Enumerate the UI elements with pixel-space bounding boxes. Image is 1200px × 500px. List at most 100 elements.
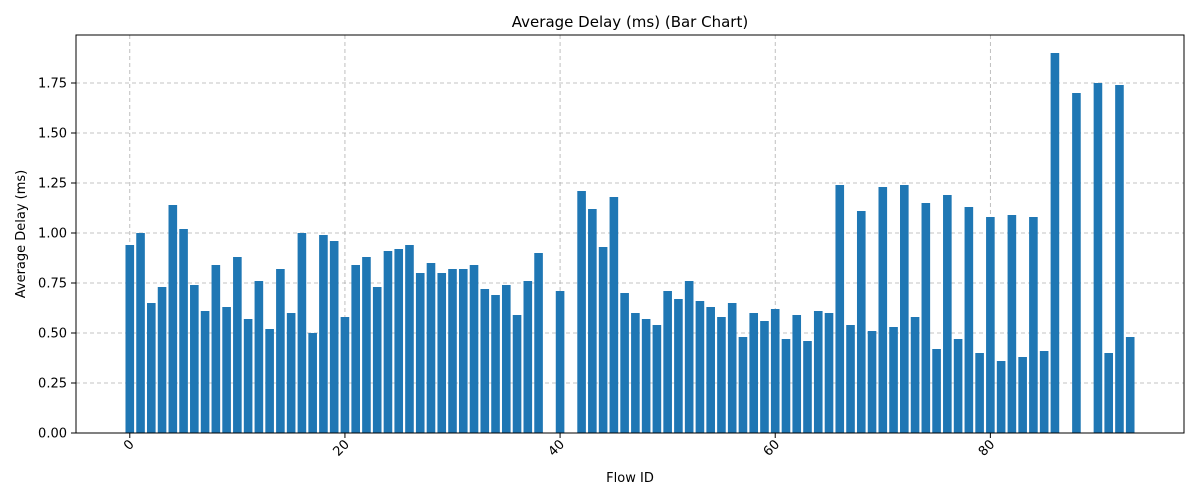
bar — [577, 191, 586, 433]
bar — [1072, 93, 1081, 433]
bar — [351, 265, 360, 433]
bar — [813, 311, 823, 433]
chart-title: Average Delay (ms) (Bar Chart) — [512, 13, 748, 31]
bar — [190, 285, 199, 433]
y-tick-label: 1.75 — [38, 77, 67, 92]
bar — [663, 291, 672, 433]
y-tick-label: 0.00 — [38, 427, 67, 442]
bar — [480, 289, 490, 433]
bar — [749, 313, 759, 433]
bar — [760, 321, 769, 433]
bar — [372, 287, 382, 433]
bar — [534, 253, 543, 433]
bar — [781, 339, 791, 433]
bar — [889, 327, 898, 433]
bar — [975, 353, 984, 433]
bar — [770, 309, 780, 433]
bar — [233, 257, 242, 433]
bar — [878, 187, 888, 433]
bar — [620, 293, 629, 433]
bar-series — [125, 53, 1135, 433]
bar — [157, 287, 167, 433]
bar — [458, 269, 468, 433]
bar — [125, 245, 135, 433]
bar — [200, 311, 210, 433]
bar — [996, 361, 1006, 433]
bar — [588, 209, 597, 433]
bar — [867, 331, 877, 433]
bar — [631, 313, 640, 433]
x-tick-label: 40 — [546, 437, 568, 459]
bar — [297, 233, 307, 433]
bar — [1104, 353, 1114, 433]
bar — [695, 301, 705, 433]
bar — [824, 313, 834, 433]
bar — [329, 241, 339, 433]
y-tick-label: 0.50 — [38, 327, 67, 342]
x-tick-label: 20 — [330, 437, 352, 459]
y-tick-label: 1.00 — [38, 227, 67, 242]
bar — [308, 333, 317, 433]
bar — [1029, 217, 1038, 433]
x-axis-label: Flow ID — [606, 471, 654, 486]
bar — [717, 317, 726, 433]
bar — [943, 195, 952, 433]
bar — [265, 329, 274, 433]
bar — [415, 273, 425, 433]
bar — [243, 319, 253, 433]
bar — [405, 245, 414, 433]
bar — [910, 317, 920, 433]
bar — [1093, 83, 1103, 433]
bar — [652, 325, 662, 433]
bar — [641, 319, 651, 433]
bar — [146, 303, 156, 433]
bar — [340, 317, 350, 433]
bar — [383, 251, 393, 433]
bar — [362, 257, 371, 433]
y-tick-label: 1.50 — [38, 127, 67, 142]
bar — [276, 269, 285, 433]
bar — [469, 265, 479, 433]
bar — [921, 203, 931, 433]
bar — [319, 235, 328, 433]
bar — [856, 211, 866, 433]
bar — [964, 207, 974, 433]
bar — [738, 337, 748, 433]
bar — [501, 285, 511, 433]
bar — [168, 205, 178, 433]
bar — [986, 217, 995, 433]
bar — [286, 313, 296, 433]
bar — [598, 247, 608, 433]
bar — [211, 265, 221, 433]
bar — [254, 281, 264, 433]
bar — [555, 291, 565, 433]
bar — [1115, 85, 1124, 433]
bar — [1007, 215, 1017, 433]
bar — [792, 315, 802, 433]
bar — [437, 273, 447, 433]
bar — [727, 303, 737, 433]
plot-frame — [75, 34, 1185, 434]
bar — [448, 269, 457, 433]
bar — [684, 281, 694, 433]
bar — [222, 307, 231, 433]
bar — [523, 281, 533, 433]
bar — [835, 185, 845, 433]
bar — [900, 185, 909, 433]
bar — [136, 233, 145, 433]
x-tick-label: 80 — [976, 437, 998, 459]
bar — [512, 315, 522, 433]
bar — [932, 349, 941, 433]
y-axis-label: Average Delay (ms) — [14, 170, 29, 299]
x-tick-label: 60 — [761, 437, 783, 459]
bar — [179, 229, 188, 433]
grid-layer — [76, 35, 1184, 434]
bar — [674, 299, 683, 433]
y-tick-label: 1.25 — [38, 177, 67, 192]
bar — [1039, 351, 1049, 433]
bar — [803, 341, 812, 433]
bar — [1050, 53, 1060, 433]
bar — [846, 325, 855, 433]
bar — [491, 295, 500, 433]
